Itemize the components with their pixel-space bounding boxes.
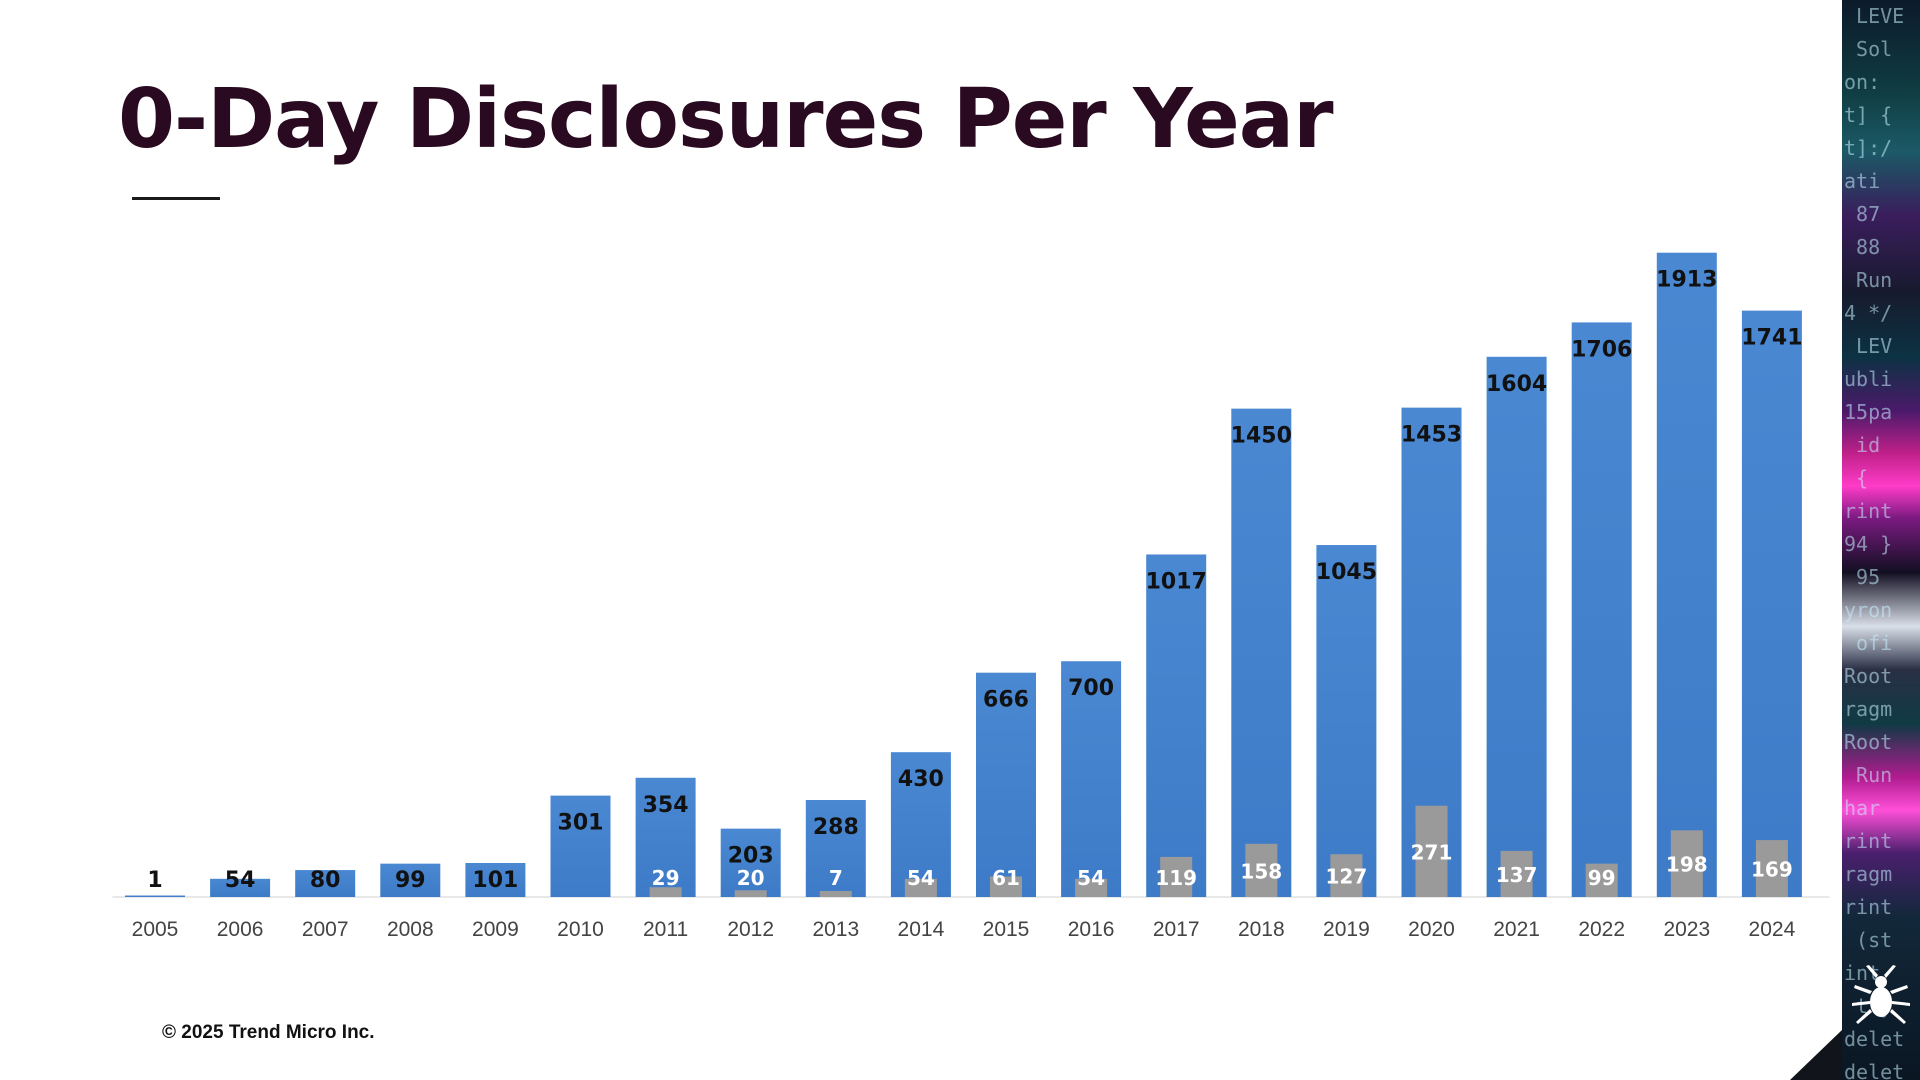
value-label-2012: 203 (728, 844, 774, 869)
x-tick-2010: 2010 (557, 918, 604, 941)
inner-bar-2017 (1160, 856, 1193, 897)
inner-bar-2022 (1585, 863, 1618, 897)
title-underline (132, 197, 220, 200)
value-label-2023: 1913 (1656, 268, 1717, 293)
bar-2011 (635, 777, 696, 897)
inner-bar-2019 (1330, 854, 1363, 897)
x-tick-2020: 2020 (1408, 918, 1455, 941)
bar-2024 (1741, 310, 1802, 897)
inner-bar-2020 (1415, 805, 1448, 897)
value-label-2021: 1604 (1486, 372, 1547, 397)
bar-2009 (465, 862, 526, 897)
inner-bar-2011 (649, 887, 682, 897)
value-label-2010: 301 (558, 811, 604, 836)
inner-bar-2018 (1245, 843, 1278, 897)
x-tick-2011: 2011 (643, 918, 688, 941)
inner-label-2023: 198 (1666, 853, 1708, 877)
bar-2012 (720, 828, 781, 897)
inner-label-2016: 54 (1077, 866, 1105, 890)
bar-2015 (976, 672, 1036, 897)
x-tick-2006: 2006 (217, 918, 264, 941)
bar-2021 (1486, 356, 1547, 897)
x-tick-2008: 2008 (387, 918, 434, 941)
x-tick-2019: 2019 (1323, 918, 1370, 941)
inner-bar-2013 (819, 891, 852, 897)
inner-label-2022: 99 (1588, 866, 1616, 890)
bar-2008 (380, 863, 441, 897)
bar-chart: 1 2005 54 2006 80 2007 99 2008 101 2009 301 2010 29 3… (112, 252, 1830, 941)
inner-label-2020: 271 (1411, 840, 1453, 864)
x-tick-2007: 2007 (302, 918, 349, 941)
inner-bar-2015 (990, 876, 1022, 897)
value-label-2005: 1 (147, 868, 162, 893)
bar-2016 (1061, 661, 1122, 897)
bar-2010 (550, 795, 611, 897)
inner-bar-2016 (1075, 878, 1108, 897)
x-tick-2009: 2009 (472, 918, 519, 941)
bug-logo-icon (1852, 965, 1910, 1024)
bar-2006 (210, 878, 271, 897)
inner-bar-2014 (904, 878, 937, 897)
inner-label-2013: 7 (829, 866, 843, 890)
inner-label-2015: 61 (992, 866, 1020, 890)
page-title: 0-Day Disclosures Per Year (118, 72, 1334, 167)
x-tick-2012: 2012 (727, 918, 774, 941)
x-tick-2013: 2013 (812, 918, 859, 941)
inner-label-2024: 169 (1751, 858, 1793, 882)
x-tick-2016: 2016 (1068, 918, 1115, 941)
bar-2022 (1571, 322, 1632, 897)
copyright-text: © 2025 Trend Micro Inc. (162, 1022, 375, 1043)
x-tick-2018: 2018 (1238, 918, 1285, 941)
bar-2014 (890, 752, 951, 897)
x-tick-2015: 2015 (983, 918, 1030, 941)
x-tick-2014: 2014 (898, 918, 945, 941)
value-label-2015: 666 (983, 688, 1029, 713)
bar-2019 (1316, 545, 1377, 897)
value-label-2019: 1045 (1316, 560, 1377, 585)
x-tick-2021: 2021 (1493, 918, 1540, 941)
value-label-2022: 1706 (1571, 337, 1632, 362)
inner-label-2018: 158 (1240, 859, 1282, 883)
bar-2007 (295, 870, 356, 897)
inner-bar-2023 (1670, 830, 1703, 897)
inner-label-2021: 137 (1496, 863, 1538, 887)
bar-2005 (125, 895, 185, 897)
value-label-2024: 1741 (1741, 326, 1802, 351)
x-tick-2017: 2017 (1153, 918, 1200, 941)
decorative-code-strip: LEVE Sol on: t] { t]:/ ati 87 88 Run 4 *… (1842, 0, 1920, 1080)
bar-2018 (1231, 408, 1292, 897)
x-tick-2022: 2022 (1578, 918, 1625, 941)
value-label-2017: 1017 (1146, 569, 1207, 594)
value-label-2007: 80 (310, 868, 341, 893)
x-tick-2023: 2023 (1663, 918, 1710, 941)
value-label-2014: 430 (898, 767, 944, 792)
inner-label-2012: 20 (737, 866, 765, 890)
inner-label-2011: 29 (652, 866, 680, 890)
value-label-2009: 101 (472, 868, 518, 893)
bar-2023 (1656, 252, 1717, 897)
x-tick-2024: 2024 (1749, 918, 1796, 941)
value-label-2013: 288 (813, 815, 859, 840)
value-label-2006: 54 (225, 868, 256, 893)
inner-bar-2012 (734, 890, 767, 897)
value-label-2008: 99 (395, 868, 426, 893)
value-label-2020: 1453 (1401, 423, 1462, 448)
inner-bar-2021 (1500, 850, 1533, 897)
bar-2017 (1146, 554, 1207, 897)
value-label-2016: 700 (1068, 676, 1114, 701)
value-label-2011: 354 (643, 793, 689, 818)
bar-2013 (805, 800, 866, 897)
decorative-corner-wedge (1790, 1030, 1842, 1080)
inner-label-2019: 127 (1326, 865, 1368, 889)
inner-label-2014: 54 (907, 866, 935, 890)
value-label-2018: 1450 (1231, 424, 1292, 449)
inner-bar-2024 (1755, 840, 1788, 897)
inner-label-2017: 119 (1155, 866, 1197, 890)
x-tick-2005: 2005 (132, 918, 179, 941)
